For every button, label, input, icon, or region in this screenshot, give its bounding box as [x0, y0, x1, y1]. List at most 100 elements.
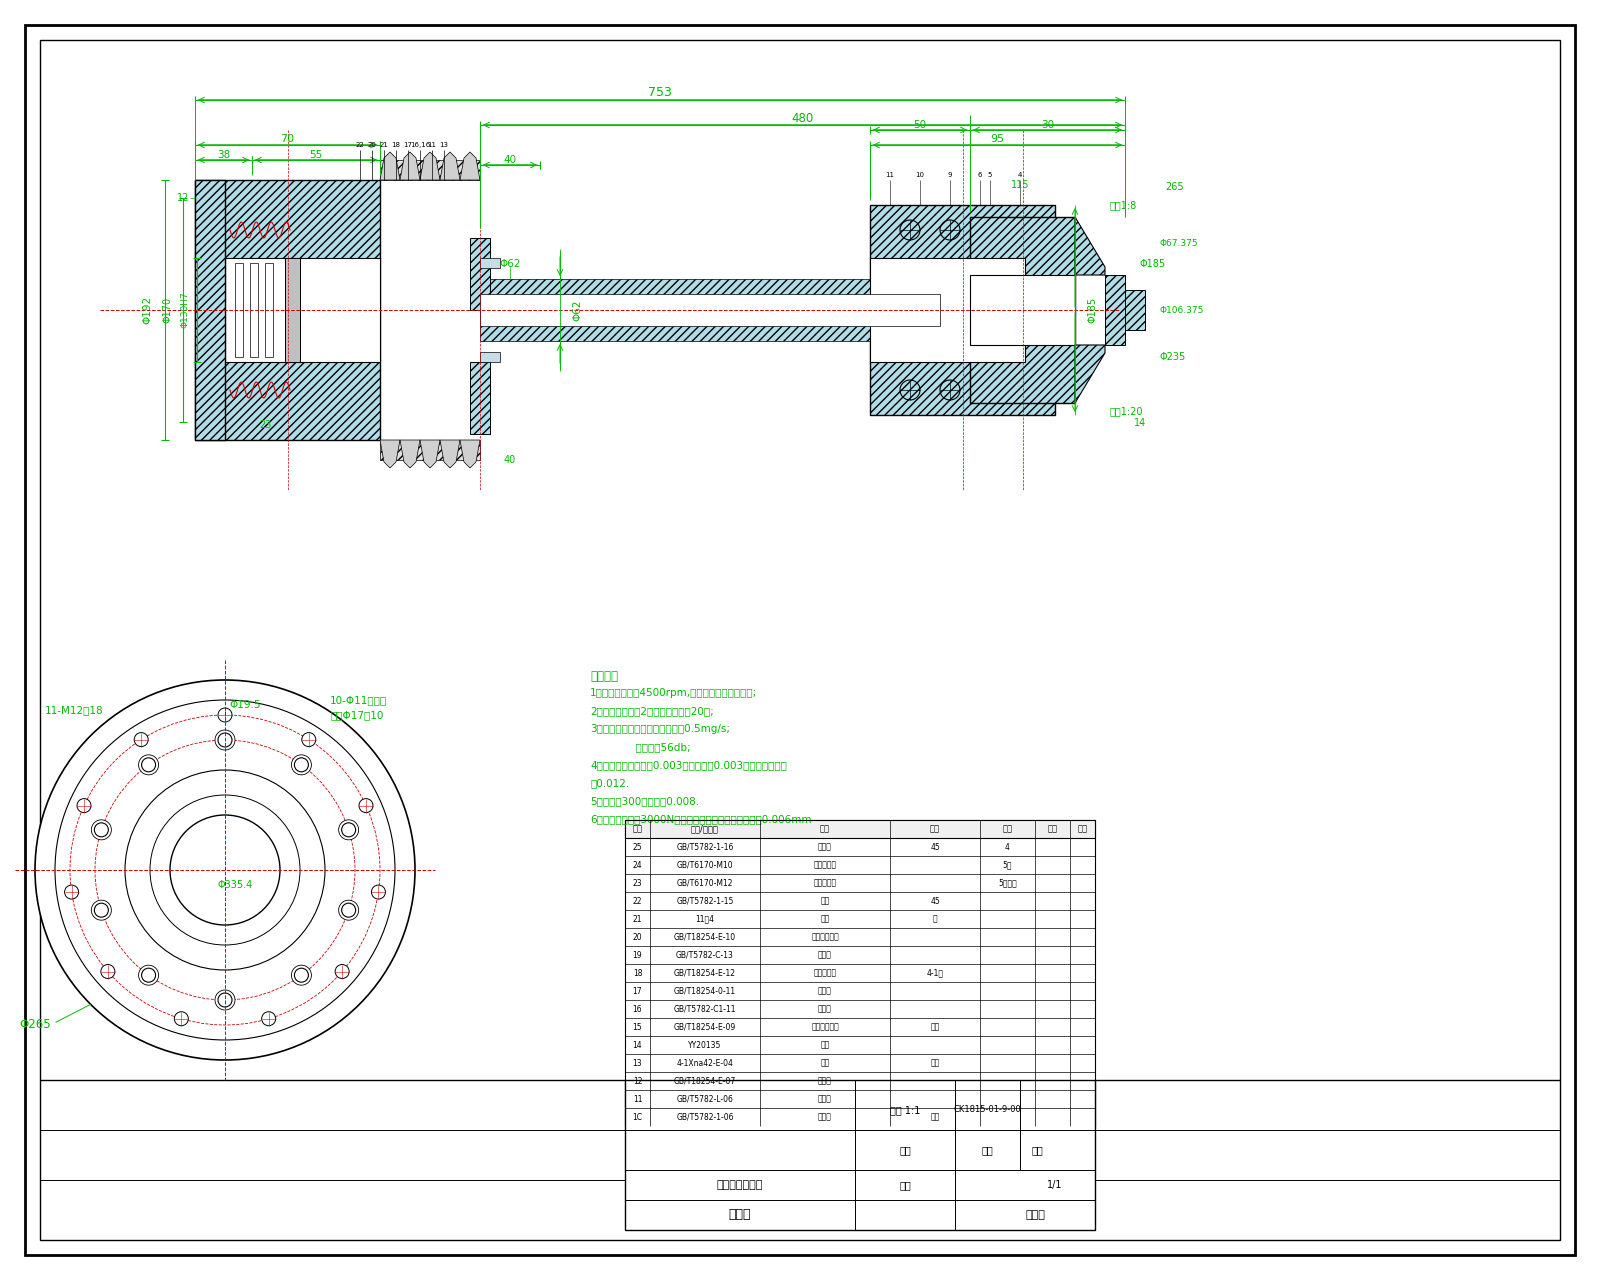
Text: 序号: 序号 — [632, 824, 643, 833]
Polygon shape — [381, 152, 400, 180]
Circle shape — [342, 823, 355, 837]
Polygon shape — [421, 152, 440, 180]
Text: 于0.012.: 于0.012. — [590, 778, 629, 788]
Text: 2、负荷转速运转2小时，温升小于20度;: 2、负荷转速运转2小时，温升小于20度; — [590, 707, 714, 716]
Circle shape — [302, 732, 315, 746]
Text: 角接轴承内圆: 角接轴承内圆 — [811, 1023, 838, 1032]
Text: 4、三维锥顶径跳小于0.003，端跳小于0.003，端面径向跳小: 4、三维锥顶径跳小于0.003，端跳小于0.003，端面径向跳小 — [590, 760, 787, 771]
Text: 5个: 5个 — [1003, 860, 1013, 869]
Text: 图号: 图号 — [899, 1146, 910, 1155]
Circle shape — [141, 758, 155, 772]
Text: 22: 22 — [632, 896, 642, 905]
Bar — [480, 294, 941, 326]
Text: 车床主轴装配图: 车床主轴装配图 — [717, 1180, 763, 1190]
Text: GB/T18254-0-11: GB/T18254-0-11 — [674, 987, 736, 996]
Text: 山形: 山形 — [930, 1059, 939, 1068]
Polygon shape — [1075, 346, 1106, 403]
Bar — [626, 1080, 1094, 1230]
Text: 山形: 山形 — [930, 1112, 939, 1121]
Bar — [195, 180, 226, 440]
Text: 11: 11 — [427, 142, 437, 148]
Bar — [870, 205, 1054, 415]
Text: 11: 11 — [632, 1094, 642, 1103]
Text: 材料: 材料 — [981, 1146, 994, 1155]
Circle shape — [291, 965, 312, 986]
Text: 17: 17 — [632, 987, 642, 996]
Text: 5个合加: 5个合加 — [998, 878, 1018, 887]
Bar — [626, 820, 1094, 838]
Bar — [480, 259, 501, 268]
Circle shape — [141, 968, 155, 982]
Text: 15: 15 — [632, 1023, 642, 1032]
Text: 锥度1:8: 锥度1:8 — [1110, 200, 1138, 210]
Circle shape — [214, 730, 235, 750]
Bar — [285, 259, 301, 362]
Bar — [1106, 275, 1125, 346]
Text: Φ62: Φ62 — [499, 259, 520, 269]
Circle shape — [339, 819, 358, 840]
Bar — [250, 262, 258, 357]
Text: 3、主轴运转平稳后：波动应小于0.5mg/s;: 3、主轴运转平稳后：波动应小于0.5mg/s; — [590, 724, 730, 733]
Circle shape — [371, 884, 386, 899]
Circle shape — [91, 819, 112, 840]
Text: GB/T18254-E-09: GB/T18254-E-09 — [674, 1023, 736, 1032]
Text: 11拔4: 11拔4 — [696, 914, 715, 923]
Text: Φ265: Φ265 — [19, 1018, 51, 1030]
Text: 14: 14 — [632, 1041, 642, 1050]
Text: 480: 480 — [792, 111, 814, 124]
Text: GB/T5782-1-06: GB/T5782-1-06 — [677, 1112, 734, 1121]
Bar — [480, 352, 501, 362]
Text: 内六角: 内六角 — [818, 1005, 832, 1014]
Circle shape — [262, 1011, 275, 1025]
Text: 10-Φ11通均布: 10-Φ11通均布 — [330, 695, 387, 705]
Polygon shape — [421, 440, 440, 468]
Text: 分隔: 分隔 — [821, 1059, 830, 1068]
Text: 21: 21 — [632, 914, 642, 923]
Circle shape — [218, 733, 232, 748]
Bar — [480, 310, 941, 340]
Text: 12: 12 — [632, 1076, 642, 1085]
Text: 装配图: 装配图 — [1026, 1210, 1045, 1220]
Bar — [226, 259, 381, 362]
Text: 山形: 山形 — [930, 1023, 939, 1032]
Text: GB/T5782-L-06: GB/T5782-L-06 — [677, 1094, 733, 1103]
Text: 材料: 材料 — [930, 824, 941, 833]
Text: 30: 30 — [1042, 120, 1054, 131]
Circle shape — [218, 993, 232, 1007]
Circle shape — [339, 900, 358, 920]
Bar — [235, 262, 243, 357]
Text: 265: 265 — [1166, 182, 1184, 192]
Text: 9: 9 — [947, 172, 952, 178]
Circle shape — [77, 799, 91, 813]
Text: 23: 23 — [259, 420, 270, 430]
Text: 21: 21 — [379, 142, 389, 148]
Text: 45: 45 — [930, 896, 939, 905]
Text: YY20135: YY20135 — [688, 1041, 722, 1050]
Text: 115: 115 — [1011, 180, 1029, 189]
Bar — [381, 160, 480, 180]
Text: 70: 70 — [280, 134, 294, 145]
Text: 11-M12深18: 11-M12深18 — [45, 705, 104, 716]
Text: 备注: 备注 — [1077, 824, 1088, 833]
Circle shape — [94, 823, 109, 837]
Text: 4: 4 — [1005, 842, 1010, 851]
Text: 图号/标准号: 图号/标准号 — [691, 824, 718, 833]
Circle shape — [64, 884, 78, 899]
Circle shape — [139, 755, 158, 774]
Circle shape — [134, 732, 149, 746]
Text: 螺母: 螺母 — [821, 896, 830, 905]
Text: Φ185: Φ185 — [1086, 297, 1098, 323]
Text: 内六角: 内六角 — [818, 987, 832, 996]
Text: 18: 18 — [632, 969, 642, 978]
Text: 5主轴内锥300活棒径跳0.008.: 5主轴内锥300活棒径跳0.008. — [590, 796, 699, 806]
Bar — [195, 180, 381, 440]
Text: 6: 6 — [978, 172, 982, 178]
Text: 11: 11 — [885, 172, 894, 178]
Text: 45: 45 — [930, 842, 939, 851]
Text: 1C: 1C — [632, 1112, 643, 1121]
Bar — [470, 362, 490, 434]
Text: 装配图: 装配图 — [728, 1208, 752, 1221]
Text: Φ62: Φ62 — [573, 300, 582, 321]
Text: Φ106.375: Φ106.375 — [1160, 306, 1205, 315]
Circle shape — [91, 900, 112, 920]
